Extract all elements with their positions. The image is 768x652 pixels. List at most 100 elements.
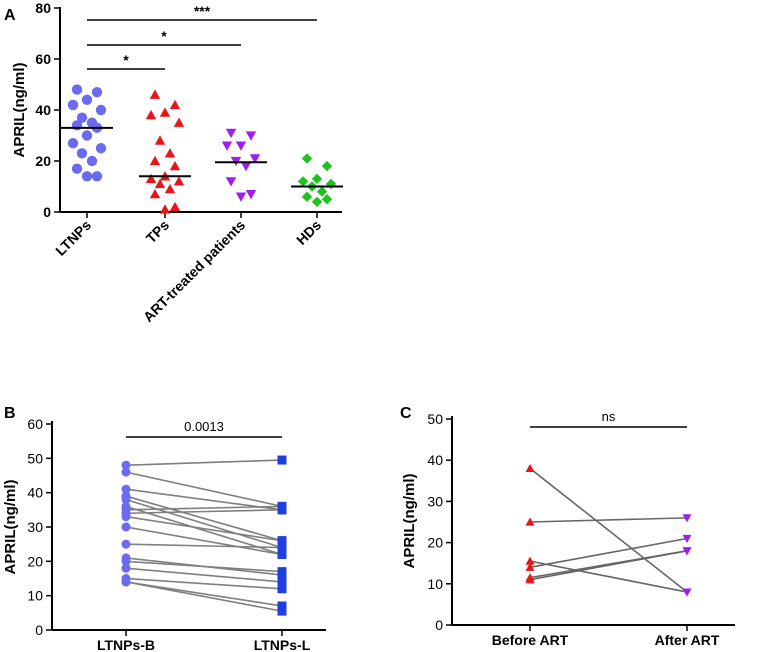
data-point-triangle-up bbox=[164, 148, 176, 158]
data-point-triangle-up bbox=[169, 99, 181, 110]
data-point-circle bbox=[81, 130, 93, 141]
y-tick-label: 0 bbox=[43, 204, 51, 220]
data-point-before bbox=[121, 495, 131, 505]
data-point-triangle-down bbox=[245, 189, 257, 200]
y-tick-label: 40 bbox=[427, 452, 443, 468]
data-point-triangle-down bbox=[249, 154, 261, 164]
significance-label: *** bbox=[194, 3, 211, 19]
data-point-circle bbox=[95, 143, 107, 154]
data-point-triangle-up bbox=[154, 135, 166, 145]
y-tick-label: 30 bbox=[27, 519, 43, 535]
data-point-circle bbox=[71, 163, 83, 174]
data-point-before bbox=[121, 556, 131, 566]
data-point-triangle-up bbox=[173, 176, 185, 186]
data-point-before bbox=[121, 467, 131, 477]
panel-a-label: A bbox=[4, 7, 16, 24]
x-tick-label: After ART bbox=[655, 632, 720, 648]
data-point-circle bbox=[71, 84, 83, 95]
data-point-diamond bbox=[301, 153, 313, 164]
x-tick-label: TPs bbox=[143, 217, 173, 247]
data-point-diamond bbox=[311, 173, 323, 185]
data-point-after bbox=[277, 549, 287, 559]
panel-c-y-label: APRIL(ng/ml) bbox=[401, 474, 418, 569]
data-point-triangle-down bbox=[245, 131, 257, 141]
data-point-before bbox=[121, 539, 131, 549]
data-point-diamond bbox=[311, 196, 323, 207]
data-point-before bbox=[121, 484, 131, 494]
y-tick-label: 80 bbox=[35, 0, 51, 16]
data-point-before bbox=[525, 517, 535, 526]
data-point-circle bbox=[86, 155, 98, 167]
significance-label: ns bbox=[602, 409, 616, 424]
data-point-after bbox=[682, 514, 692, 523]
data-point-triangle-down bbox=[235, 141, 247, 151]
paired-line bbox=[125, 581, 283, 612]
data-point-triangle-up bbox=[149, 188, 161, 199]
paired-line bbox=[125, 543, 283, 549]
paired-line bbox=[125, 471, 283, 508]
data-point-triangle-up bbox=[149, 89, 161, 99]
y-tick-label: 10 bbox=[27, 588, 43, 604]
data-point-before bbox=[525, 556, 535, 565]
data-point-triangle-up bbox=[173, 117, 185, 127]
paired-line bbox=[125, 567, 283, 583]
data-point-before bbox=[121, 522, 131, 532]
data-point-triangle-up bbox=[169, 160, 181, 171]
paired-line bbox=[125, 505, 283, 511]
data-point-circle bbox=[81, 94, 93, 106]
data-point-after bbox=[277, 567, 287, 577]
data-point-circle bbox=[71, 120, 83, 131]
paired-line bbox=[529, 467, 688, 593]
y-tick-label: 30 bbox=[427, 493, 443, 509]
data-point-triangle-down bbox=[240, 161, 252, 172]
paired-line bbox=[529, 537, 688, 569]
data-point-after bbox=[277, 455, 287, 465]
data-point-diamond bbox=[325, 178, 337, 190]
data-point-triangle-up bbox=[159, 204, 171, 214]
data-point-after bbox=[682, 547, 692, 556]
y-tick-label: 40 bbox=[27, 485, 43, 501]
data-point-after bbox=[682, 588, 692, 597]
data-point-triangle-up bbox=[169, 201, 181, 212]
paired-line bbox=[529, 560, 688, 593]
y-tick-label: 20 bbox=[35, 153, 51, 169]
data-point-triangle-up bbox=[149, 155, 161, 166]
x-tick-label: HDs bbox=[293, 217, 324, 248]
paired-line bbox=[529, 517, 688, 523]
panel-b-y-label: APRIL(ng/ml) bbox=[2, 480, 19, 575]
data-point-circle bbox=[91, 86, 103, 98]
data-point-diamond bbox=[316, 186, 328, 197]
data-point-circle bbox=[95, 104, 107, 116]
data-point-before bbox=[121, 512, 131, 522]
significance-label: * bbox=[123, 52, 129, 68]
panel-b-label: B bbox=[4, 405, 16, 422]
data-point-before bbox=[525, 575, 535, 584]
data-point-triangle-down bbox=[225, 177, 237, 187]
y-tick-label: 60 bbox=[35, 51, 51, 67]
data-point-triangle-up bbox=[145, 173, 157, 184]
y-tick-label: 20 bbox=[427, 535, 443, 551]
data-point-after bbox=[277, 606, 287, 616]
data-point-after bbox=[277, 577, 287, 587]
data-point-before bbox=[525, 463, 535, 473]
panel-c: C APRIL(ng/ml) 0 10 20 30 40 50 Before ART Aft… bbox=[400, 405, 735, 648]
panel-a-y-label: APRIL(ng/ml) bbox=[11, 63, 28, 158]
data-point-triangle-down bbox=[225, 128, 237, 139]
data-point-triangle-down bbox=[235, 192, 247, 202]
data-point-diamond bbox=[297, 176, 309, 187]
data-point-before bbox=[121, 460, 131, 470]
x-tick-label: LTNPs-B bbox=[97, 637, 155, 652]
data-point-after bbox=[277, 505, 287, 515]
panel-c-label: C bbox=[400, 405, 412, 422]
data-point-circle bbox=[81, 171, 93, 182]
data-point-triangle-down bbox=[221, 141, 233, 151]
significance-label: * bbox=[161, 28, 167, 44]
paired-line bbox=[125, 560, 283, 573]
data-point-diamond bbox=[321, 194, 333, 205]
y-tick-label: 40 bbox=[35, 102, 51, 118]
data-point-circle bbox=[76, 112, 88, 123]
y-tick-label: 50 bbox=[427, 411, 443, 427]
paired-line bbox=[529, 550, 688, 581]
y-tick-label: 20 bbox=[27, 553, 43, 569]
